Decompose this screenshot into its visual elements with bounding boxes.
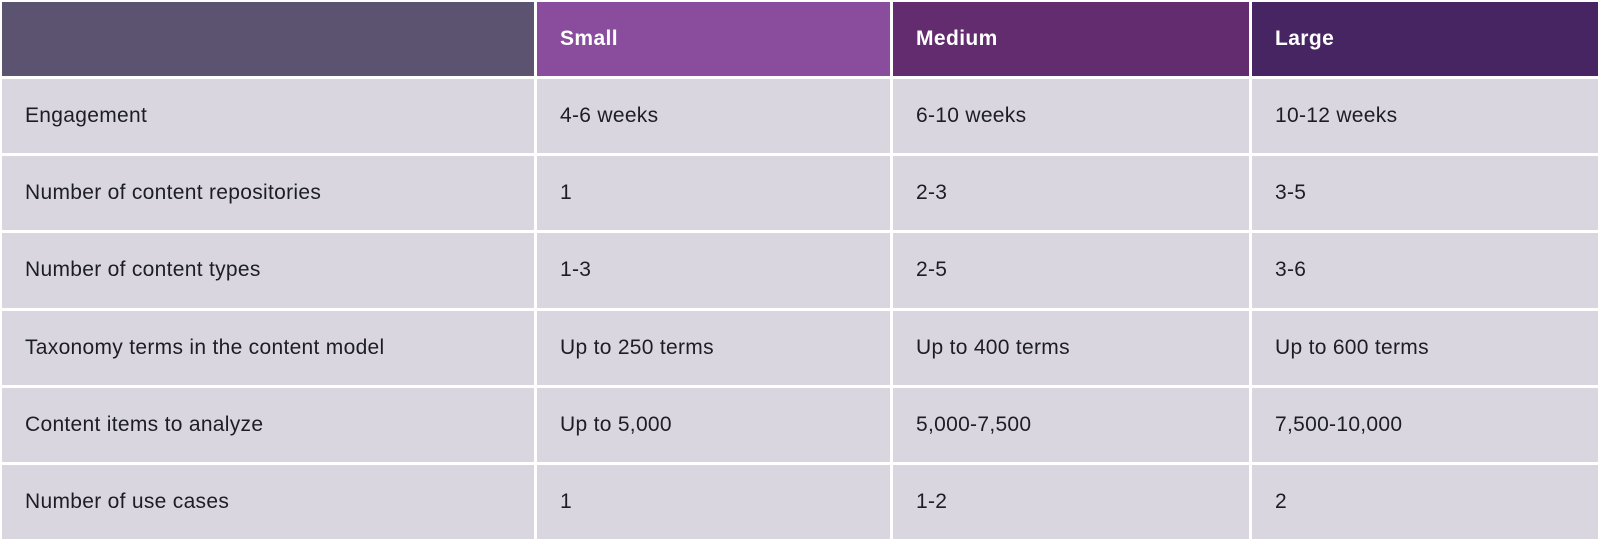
cell-repositories-small: 1 xyxy=(537,156,890,231)
row-label-engagement: Engagement xyxy=(2,79,534,154)
cell-taxonomy-terms-small: Up to 250 terms xyxy=(537,310,890,385)
column-header-small: Small xyxy=(537,2,890,77)
cell-engagement-medium: 6-10 weeks xyxy=(893,79,1249,154)
row-label-content-types: Number of content types xyxy=(2,233,534,308)
cell-taxonomy-terms-large: Up to 600 terms xyxy=(1252,310,1598,385)
column-header-large: Large xyxy=(1252,2,1598,77)
cell-use-cases-medium: 1-2 xyxy=(893,464,1249,539)
cell-content-items-medium: 5,000-7,500 xyxy=(893,387,1249,462)
cell-repositories-medium: 2-3 xyxy=(893,156,1249,231)
row-label-content-repositories: Number of content repositories xyxy=(2,156,534,231)
cell-use-cases-small: 1 xyxy=(537,464,890,539)
cell-content-types-small: 1-3 xyxy=(537,233,890,308)
cell-engagement-large: 10-12 weeks xyxy=(1252,79,1598,154)
cell-use-cases-large: 2 xyxy=(1252,464,1598,539)
row-label-taxonomy-terms: Taxonomy terms in the content model xyxy=(2,310,534,385)
cell-repositories-large: 3-5 xyxy=(1252,156,1598,231)
row-label-use-cases: Number of use cases xyxy=(2,464,534,539)
cell-content-items-small: Up to 5,000 xyxy=(537,387,890,462)
column-header-medium: Medium xyxy=(893,2,1249,77)
corner-header-cell xyxy=(2,2,534,77)
row-label-content-items: Content items to analyze xyxy=(2,387,534,462)
cell-engagement-small: 4-6 weeks xyxy=(537,79,890,154)
cell-content-types-large: 3-6 xyxy=(1252,233,1598,308)
cell-taxonomy-terms-medium: Up to 400 terms xyxy=(893,310,1249,385)
cell-content-types-medium: 2-5 xyxy=(893,233,1249,308)
cell-content-items-large: 7,500-10,000 xyxy=(1252,387,1598,462)
